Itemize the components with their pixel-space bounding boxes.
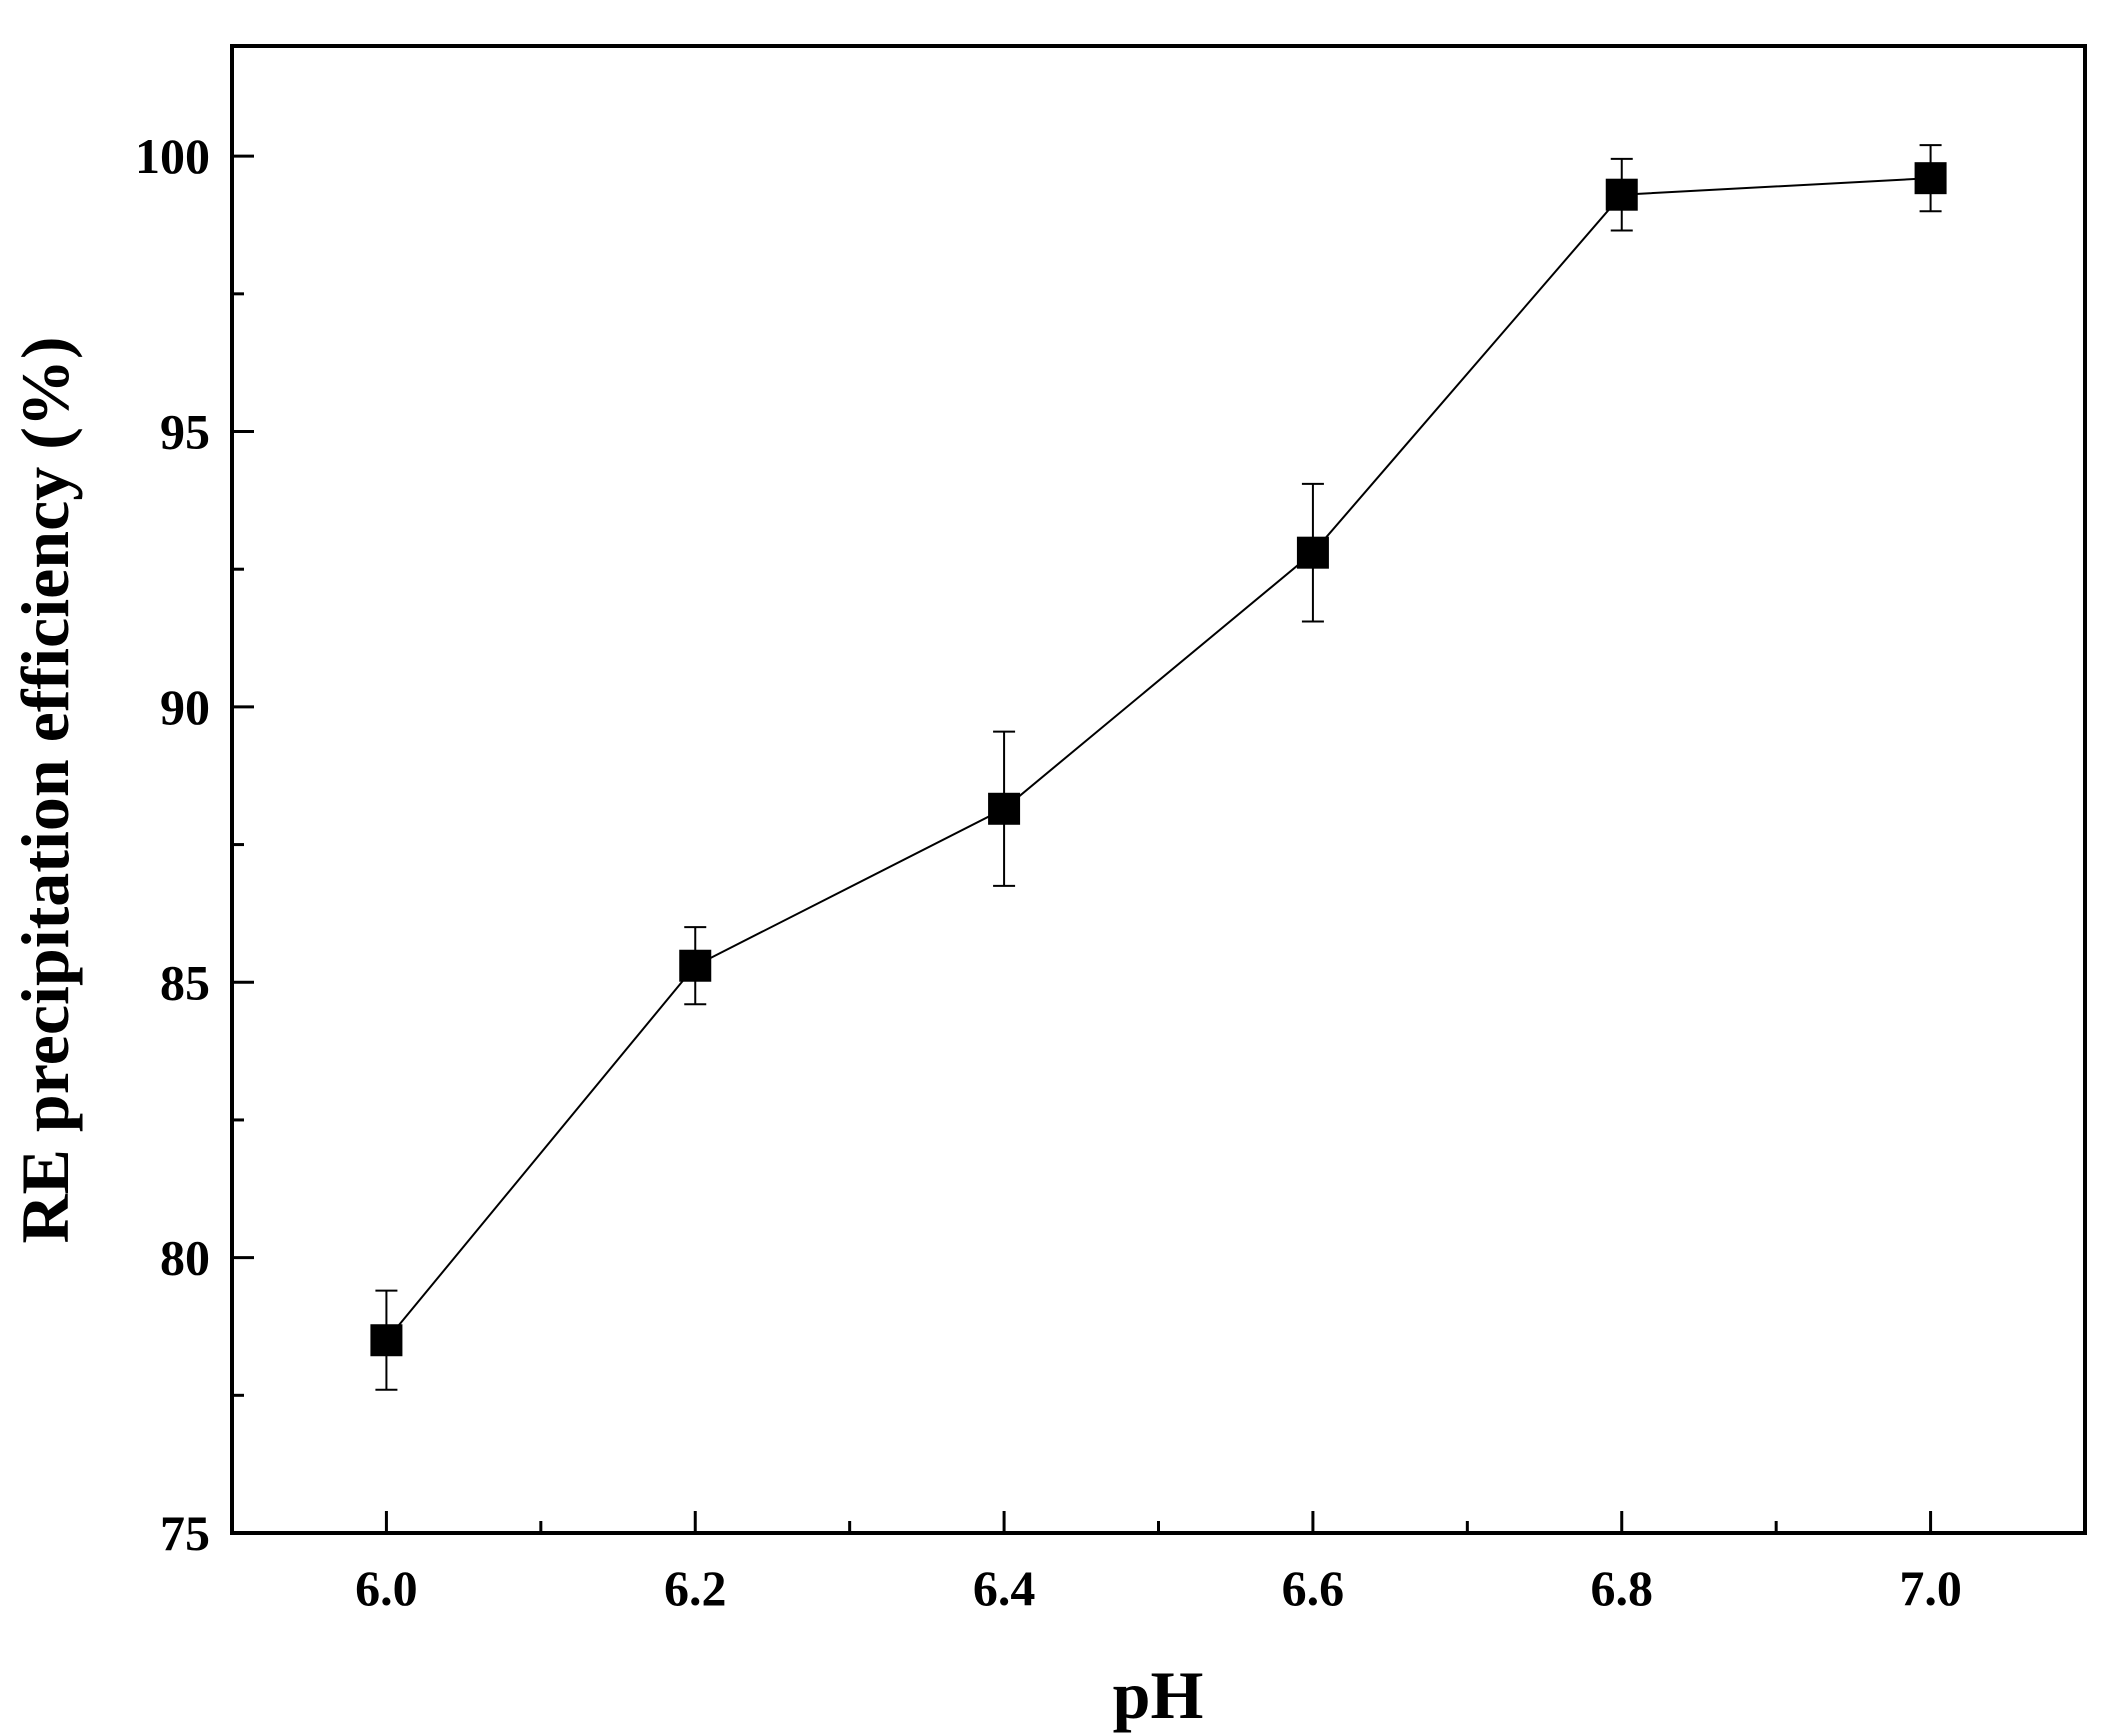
major-ticks bbox=[232, 154, 1933, 1535]
plot-frame bbox=[230, 44, 2087, 1535]
x-tick-label: 7.0 bbox=[1899, 1560, 1962, 1616]
y-tick-label: 100 bbox=[135, 128, 210, 184]
y-tick-label: 85 bbox=[160, 954, 210, 1010]
data-point bbox=[1605, 178, 1638, 211]
data-point bbox=[1296, 536, 1329, 569]
y-tick-label: 80 bbox=[160, 1230, 210, 1286]
data-point bbox=[988, 792, 1021, 825]
y-tick-label: 75 bbox=[160, 1505, 210, 1561]
x-axis-title: pH bbox=[1113, 1657, 1204, 1733]
x-tick-label: 6.6 bbox=[1282, 1560, 1345, 1616]
error-bars bbox=[375, 144, 1942, 1391]
y-tick-label: 90 bbox=[160, 679, 210, 735]
x-tick-label: 6.8 bbox=[1591, 1560, 1654, 1616]
y-axis-title: RE precipitation efficiency (%) bbox=[7, 336, 83, 1243]
y-tick-label: 95 bbox=[160, 404, 210, 460]
series-line bbox=[385, 177, 1931, 1341]
data-point bbox=[370, 1324, 403, 1357]
data-point bbox=[679, 949, 712, 982]
x-tick-label: 6.0 bbox=[355, 1560, 418, 1616]
x-tick-labels: 6.0 6.2 6.4 6.6 6.8 7.0 bbox=[355, 1560, 1962, 1616]
x-tick-label: 6.2 bbox=[664, 1560, 727, 1616]
markers bbox=[370, 162, 1947, 1357]
series-line-path bbox=[385, 177, 1931, 1341]
data-point bbox=[1914, 162, 1947, 195]
x-tick-label: 6.4 bbox=[973, 1560, 1036, 1616]
minor-ticks bbox=[232, 292, 1778, 1533]
y-tick-labels: 75 80 85 90 95 100 bbox=[135, 128, 210, 1561]
